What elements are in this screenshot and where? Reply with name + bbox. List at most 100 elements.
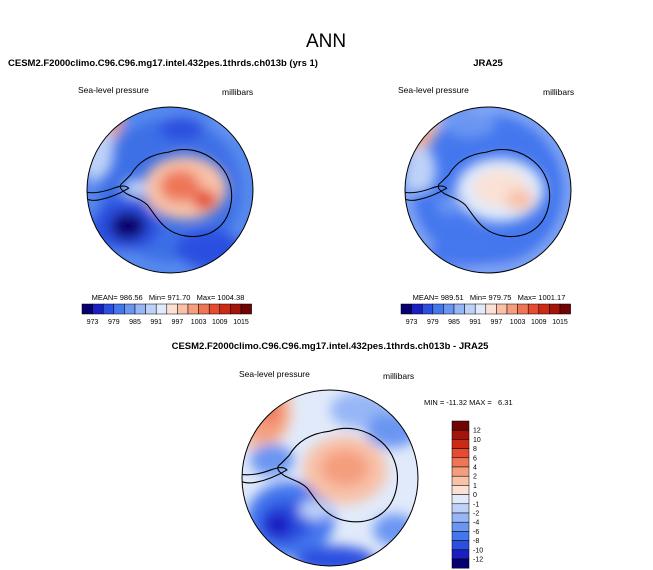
colorbar-tick-label: 1003 bbox=[191, 319, 207, 326]
colorbar-box bbox=[549, 303, 561, 315]
colorbar-box bbox=[464, 303, 476, 315]
colorbar-tick-label: -2 bbox=[473, 511, 479, 518]
colorbar-tick-label: 997 bbox=[491, 319, 503, 326]
colorbar-box bbox=[451, 457, 470, 468]
colorbar-box bbox=[451, 549, 470, 560]
colorbar-tick-label: 991 bbox=[469, 319, 481, 326]
panel-diff-title: CESM2.F2000climo.C96.C96.mg17.intel.432p… bbox=[172, 341, 490, 352]
panel-model-stats: MEAN= 986.56 Min= 971.70 Max= 1004.38 bbox=[92, 293, 245, 302]
colorbar-box bbox=[187, 303, 199, 315]
colorbar-box bbox=[145, 303, 157, 315]
panel-diff-units-label: millibars bbox=[383, 371, 414, 381]
colorbar-box bbox=[559, 303, 571, 315]
colorbar-tick-label: 0 bbox=[473, 492, 477, 499]
colorbar-tick-label: 973 bbox=[406, 319, 418, 326]
colorbar-box bbox=[451, 540, 470, 551]
colorbar-tick-label: -8 bbox=[473, 538, 479, 545]
colorbar-box bbox=[451, 512, 470, 523]
colorbar-box bbox=[432, 303, 444, 315]
panel-obs-units-label: millibars bbox=[543, 87, 574, 97]
colorbar-box bbox=[453, 303, 465, 315]
colorbar-box bbox=[451, 558, 470, 569]
colorbar-tick-label: -10 bbox=[473, 547, 483, 554]
colorbar-tick-label: 985 bbox=[448, 319, 460, 326]
colorbar-box bbox=[411, 303, 423, 315]
colorbar-box bbox=[451, 466, 470, 477]
colorbar-tick-label: -4 bbox=[473, 520, 479, 527]
colorbar-box bbox=[451, 420, 470, 431]
colorbar-box bbox=[166, 303, 178, 315]
colorbar-box bbox=[230, 303, 242, 315]
panel-model-map-border bbox=[86, 106, 254, 274]
panel-obs: JRA25 Sea-level pressure millibars MEAN=… bbox=[398, 58, 574, 326]
colorbar-box bbox=[451, 531, 470, 541]
colorbar-tick-label: -12 bbox=[473, 557, 483, 564]
colorbar-tick-label: 1015 bbox=[233, 319, 249, 326]
colorbar-tick-label: 10 bbox=[473, 437, 481, 444]
panel-model: CESM2.F2000climo.C96.C96.mg17.intel.432p… bbox=[8, 58, 318, 326]
panel-obs-variable-label: Sea-level pressure bbox=[398, 85, 469, 95]
colorbar-box bbox=[527, 303, 540, 315]
colorbar-tick-label: 6 bbox=[473, 455, 477, 462]
panel-diff-map bbox=[242, 390, 418, 566]
panel-obs-map bbox=[405, 107, 571, 273]
colorbar-tick-label: -1 bbox=[473, 501, 479, 508]
colorbar-box bbox=[451, 503, 470, 514]
colorbar-tick-label: -6 bbox=[473, 529, 479, 536]
panel-model-title: CESM2.F2000climo.C96.C96.mg17.intel.432p… bbox=[8, 58, 318, 69]
colorbar-tick-label: 991 bbox=[150, 319, 162, 326]
colorbar-tick-label: 1009 bbox=[212, 319, 228, 326]
colorbar-box bbox=[113, 303, 125, 315]
colorbar-tick-label: 1003 bbox=[510, 319, 526, 326]
colorbar-box bbox=[451, 429, 470, 440]
colorbar-box bbox=[451, 439, 470, 449]
colorbar-box bbox=[443, 303, 455, 315]
colorbar-box bbox=[421, 303, 434, 315]
colorbar-box bbox=[134, 303, 146, 315]
panel-obs-stats: MEAN= 989.51 Min= 979.75 Max= 1001.17 bbox=[413, 293, 566, 302]
colorbar-box bbox=[240, 303, 252, 315]
colorbar-tick-label: 8 bbox=[473, 446, 477, 453]
colorbar-box bbox=[474, 303, 487, 315]
colorbar-tick-label: 979 bbox=[108, 319, 120, 326]
colorbar-box bbox=[538, 303, 550, 315]
colorbar-tick-label: 1015 bbox=[552, 319, 568, 326]
page-title: ANN bbox=[306, 31, 346, 52]
colorbar-box bbox=[219, 303, 231, 315]
colorbar-tick-label: 985 bbox=[129, 319, 141, 326]
panel-model-colorbar: 973 979 985 991 997 1003 1009 1015 bbox=[81, 303, 252, 326]
panel-model-variable-label: Sea-level pressure bbox=[78, 85, 149, 95]
panel-obs-map-border bbox=[404, 106, 572, 274]
panel-model-units-label: millibars bbox=[222, 87, 253, 97]
colorbar-box bbox=[208, 303, 221, 315]
panel-obs-colorbar: 973 979 985 991 997 1003 1009 1015 bbox=[400, 303, 571, 326]
colorbar-tick-label: 997 bbox=[172, 319, 184, 326]
colorbar-tick-label: 1009 bbox=[531, 319, 547, 326]
colorbar-box bbox=[451, 485, 470, 495]
panel-diff-stats: MIN = -11.32 MAX = 6.31 bbox=[424, 398, 513, 407]
colorbar-box bbox=[451, 448, 470, 459]
colorbar-box bbox=[506, 303, 518, 315]
colorbar-tick-label: 979 bbox=[427, 319, 439, 326]
panel-obs-title: JRA25 bbox=[473, 58, 503, 69]
panel-diff-map-border bbox=[241, 389, 419, 567]
colorbar-box bbox=[517, 303, 529, 315]
colorbar-tick-label: 12 bbox=[473, 428, 481, 435]
colorbar-box bbox=[102, 303, 115, 315]
colorbar-box bbox=[155, 303, 168, 315]
colorbar-box bbox=[198, 303, 210, 315]
colorbar-tick-label: 973 bbox=[87, 319, 99, 326]
colorbar-tick-label: 4 bbox=[473, 465, 477, 472]
colorbar-box bbox=[451, 494, 470, 505]
colorbar-box bbox=[81, 303, 93, 315]
colorbar-tick-label: 1 bbox=[473, 483, 477, 490]
colorbar-box bbox=[485, 303, 497, 315]
colorbar-tick-label: 2 bbox=[473, 474, 477, 481]
colorbar-box bbox=[400, 303, 412, 315]
colorbar-box bbox=[451, 475, 470, 486]
panel-diff-variable-label: Sea-level pressure bbox=[239, 369, 310, 379]
colorbar-box bbox=[177, 303, 189, 315]
colorbar-box bbox=[124, 303, 136, 315]
